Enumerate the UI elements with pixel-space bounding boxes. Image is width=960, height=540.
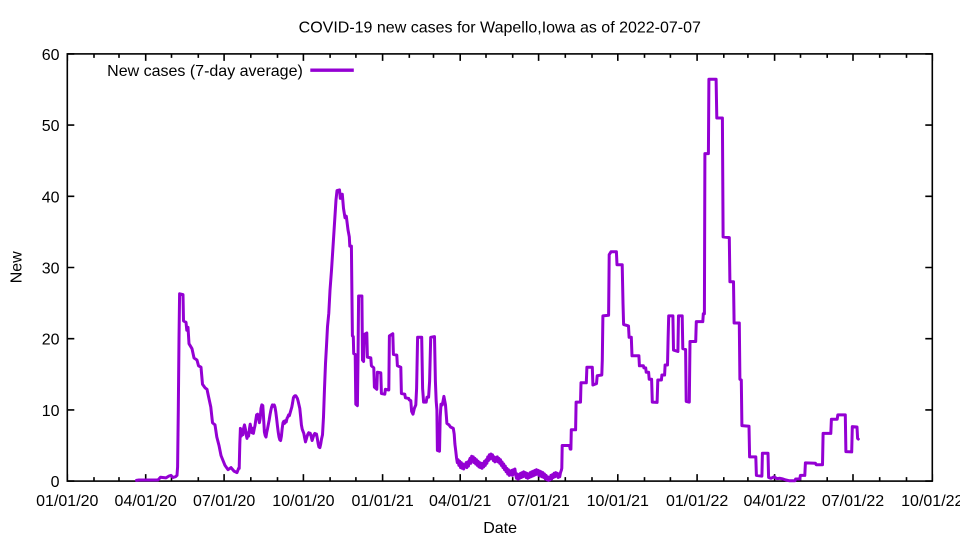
svg-text:0: 0 [51,474,60,491]
svg-text:07/01/20: 07/01/20 [193,493,255,510]
svg-text:New: New [9,251,26,283]
svg-text:07/01/21: 07/01/21 [507,493,569,510]
svg-text:01/01/20: 01/01/20 [36,493,98,510]
svg-text:01/01/21: 01/01/21 [351,493,413,510]
svg-text:40: 40 [42,189,60,206]
svg-text:50: 50 [42,118,60,135]
svg-text:Date: Date [483,520,517,537]
svg-text:01/01/22: 01/01/22 [666,493,728,510]
svg-text:04/01/22: 04/01/22 [743,493,805,510]
svg-text:07/01/22: 07/01/22 [822,493,884,510]
svg-text:COVID-19 new cases for Wapello: COVID-19 new cases for Wapello,Iowa as o… [299,20,701,37]
svg-text:10: 10 [42,403,60,420]
svg-text:10/01/22: 10/01/22 [901,493,960,510]
svg-text:60: 60 [42,47,60,64]
svg-text:20: 20 [42,332,60,349]
svg-text:10/01/21: 10/01/21 [587,493,649,510]
svg-text:10/01/20: 10/01/20 [272,493,334,510]
svg-text:New cases (7-day average): New cases (7-day average) [107,63,303,80]
svg-text:04/01/21: 04/01/21 [429,493,491,510]
svg-text:04/01/20: 04/01/20 [115,493,177,510]
svg-text:30: 30 [42,261,60,278]
